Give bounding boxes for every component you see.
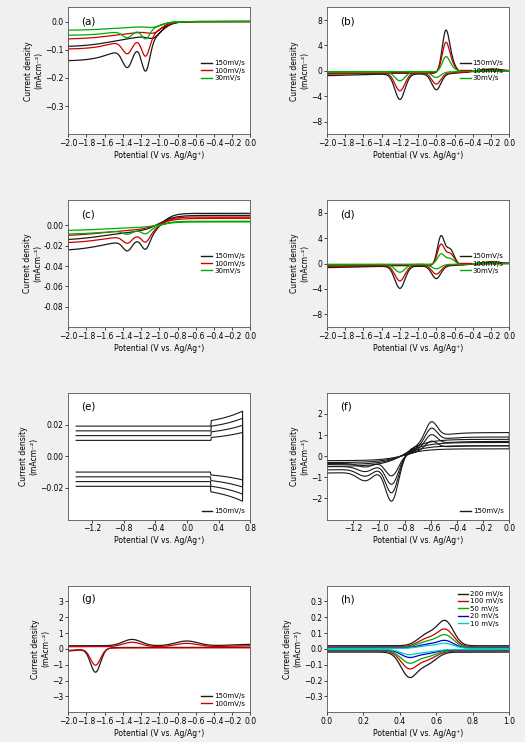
X-axis label: Potential (V vs. Ag/Ag⁺): Potential (V vs. Ag/Ag⁺): [373, 151, 463, 160]
X-axis label: Potential (V vs. Ag/Ag⁺): Potential (V vs. Ag/Ag⁺): [114, 729, 205, 738]
X-axis label: Potential (V vs. Ag/Ag⁺): Potential (V vs. Ag/Ag⁺): [373, 729, 463, 738]
Legend: 200 mV/s, 100 mV/s, 50 mV/s, 20 mV/s, 10 mV/s: 200 mV/s, 100 mV/s, 50 mV/s, 20 mV/s, 10…: [456, 589, 506, 628]
Y-axis label: Current density
(mAcm⁻²): Current density (mAcm⁻²): [24, 41, 44, 101]
X-axis label: Potential (V vs. Ag/Ag⁺): Potential (V vs. Ag/Ag⁺): [114, 151, 205, 160]
Legend: 150mV/s, 100mV/s, 30mV/s: 150mV/s, 100mV/s, 30mV/s: [200, 251, 247, 276]
Y-axis label: Current density
(mAcm⁻²): Current density (mAcm⁻²): [19, 427, 39, 486]
Text: (a): (a): [81, 16, 96, 26]
Text: (d): (d): [340, 209, 354, 219]
Text: (f): (f): [340, 401, 352, 412]
Y-axis label: Current density
(mAcm⁻²): Current density (mAcm⁻²): [32, 619, 51, 679]
Legend: 150mV/s, 100mV/s, 30mV/s: 150mV/s, 100mV/s, 30mV/s: [458, 59, 506, 83]
Legend: 150mV/s, 100mV/s, 30mV/s: 150mV/s, 100mV/s, 30mV/s: [458, 251, 506, 276]
Text: (e): (e): [81, 401, 96, 412]
Text: (b): (b): [340, 16, 354, 26]
X-axis label: Potential (V vs. Ag/Ag⁺): Potential (V vs. Ag/Ag⁺): [114, 536, 205, 545]
Legend: 150mV/s: 150mV/s: [200, 506, 247, 516]
Legend: 150mV/s, 100mV/s: 150mV/s, 100mV/s: [200, 692, 247, 709]
Y-axis label: Current density
(mAcm⁻²): Current density (mAcm⁻²): [290, 41, 310, 101]
Text: (h): (h): [340, 594, 354, 605]
Y-axis label: Current density
(mAcm⁻²): Current density (mAcm⁻²): [23, 234, 42, 293]
Legend: 150mV/s: 150mV/s: [458, 506, 506, 516]
X-axis label: Potential (V vs. Ag/Ag⁺): Potential (V vs. Ag/Ag⁺): [373, 536, 463, 545]
Legend: 150mV/s, 100mV/s, 30mV/s: 150mV/s, 100mV/s, 30mV/s: [200, 59, 247, 83]
Y-axis label: Current density
(mAcm⁻²): Current density (mAcm⁻²): [290, 234, 310, 293]
X-axis label: Potential (V vs. Ag/Ag⁺): Potential (V vs. Ag/Ag⁺): [373, 344, 463, 352]
Text: (g): (g): [81, 594, 96, 605]
X-axis label: Potential (V vs. Ag/Ag⁺): Potential (V vs. Ag/Ag⁺): [114, 344, 205, 352]
Text: (c): (c): [81, 209, 94, 219]
Y-axis label: Current density
(mAcm⁻²): Current density (mAcm⁻²): [290, 427, 310, 486]
Y-axis label: Current density
(mAcm⁻²): Current density (mAcm⁻²): [283, 619, 302, 679]
